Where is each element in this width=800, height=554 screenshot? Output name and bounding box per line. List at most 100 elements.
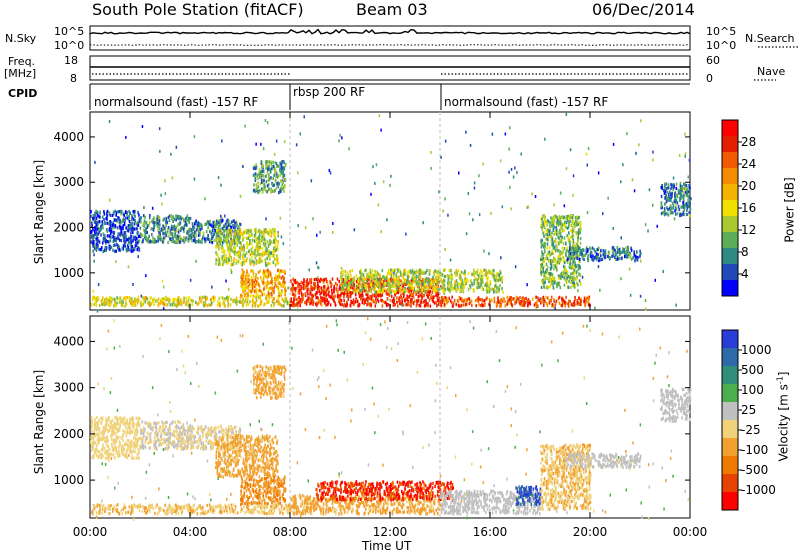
power-echo-cell [280,304,283,308]
power-noise-point [531,192,533,196]
power-echo-cell [551,224,553,228]
power-echo-cell [95,296,98,300]
power-echo-cell [317,278,319,282]
power-echo-cell [403,290,406,294]
power-echo-cell [381,287,383,291]
power-echo-cell [262,273,265,277]
power-echo-cell [240,284,243,288]
power-echo-cell [241,304,244,308]
power-echo-cell [420,283,423,287]
power-echo-cell [397,282,400,286]
power-echo-cell [540,271,542,275]
power-echo-cell [145,220,148,224]
power-echo-cell [219,238,221,242]
power-echo-cell [219,242,222,246]
power-echo-cell [203,237,206,241]
power-echo-cell [323,285,325,289]
power-echo-cell [136,241,139,245]
power-echo-cell [549,221,551,225]
power-echo-cell [222,227,225,231]
power-echo-cell [573,266,576,270]
power-echo-cell [338,287,341,291]
power-echo-cell [351,278,354,283]
power-echo-cell [186,230,189,234]
power-echo-cell [217,254,219,258]
power-noise-point [312,217,314,221]
power-echo-cell [209,230,212,234]
power-echo-cell [494,284,497,288]
power-echo-cell [365,283,368,287]
power-echo-cell [271,298,274,303]
power-echo-cell [359,288,362,293]
power-echo-cell [574,215,577,220]
power-echo-cell [544,243,546,247]
power-echo-cell [116,296,118,300]
power-echo-cell [212,220,214,225]
power-echo-cell [268,249,270,253]
power-echo-cell [218,224,220,228]
power-echo-cell [171,302,174,306]
power-noise-point [508,170,510,174]
power-echo-cell [190,229,193,233]
power-echo-cell [425,290,427,294]
power-echo-cell [250,260,253,264]
power-noise-point [262,147,265,151]
power-echo-cell [546,220,549,225]
power-echo-cell [297,290,300,294]
power-echo-cell [548,234,550,239]
power-echo-cell [315,301,318,305]
power-echo-cell [415,304,418,308]
power-noise-point [499,284,501,288]
power-echo-cell [268,274,271,278]
power-noise-point [559,191,562,195]
power-echo-cell [412,273,414,277]
power-echo-cell [274,283,277,287]
power-echo-cell [179,222,181,226]
power-echo-cell [366,274,369,278]
power-echo-cell [474,271,477,275]
power-echo-cell [137,246,139,250]
power-echo-cell [271,292,273,296]
power-echo-cell [557,297,560,301]
power-echo-cell [115,239,117,243]
power-echo-cell [346,293,349,297]
power-echo-cell [583,296,586,300]
power-echo-cell [460,270,463,274]
power-echo-cell [269,242,272,246]
power-echo-cell [407,276,409,280]
power-noise-point [510,207,512,211]
power-echo-cell [488,290,491,294]
power-noise-point [633,189,636,193]
power-echo-cell [361,301,364,305]
power-echo-cell [574,283,576,287]
power-echo-cell [210,223,212,227]
power-echo-cell [542,295,545,299]
power-echo-cell [245,303,248,307]
power-echo-cell [162,218,164,222]
power-echo-cell [404,272,406,276]
power-echo-cell [550,272,552,276]
power-echo-cell [138,218,141,222]
power-echo-cell [584,298,586,303]
power-echo-cell [118,247,121,252]
power-echo-cell [231,262,234,267]
power-echo-cell [267,244,270,248]
power-echo-cell [362,298,364,302]
power-echo-cell [291,282,294,287]
power-echo-cell [268,164,270,169]
power-echo-cell [226,298,229,302]
power-echo-cell [417,298,420,303]
power-echo-cell [336,283,339,287]
power-echo-cell [192,228,194,232]
power-echo-cell [204,222,206,226]
power-echo-cell [149,297,151,301]
power-echo-cell [104,301,106,305]
power-echo-cell [266,247,268,251]
power-echo-cell [614,249,616,253]
power-echo-cell [382,287,384,291]
power-echo-cell [228,242,231,247]
power-echo-cell [255,261,257,265]
power-echo-cell [557,274,560,278]
power-echo-cell [273,183,275,187]
power-echo-cell [262,174,264,178]
